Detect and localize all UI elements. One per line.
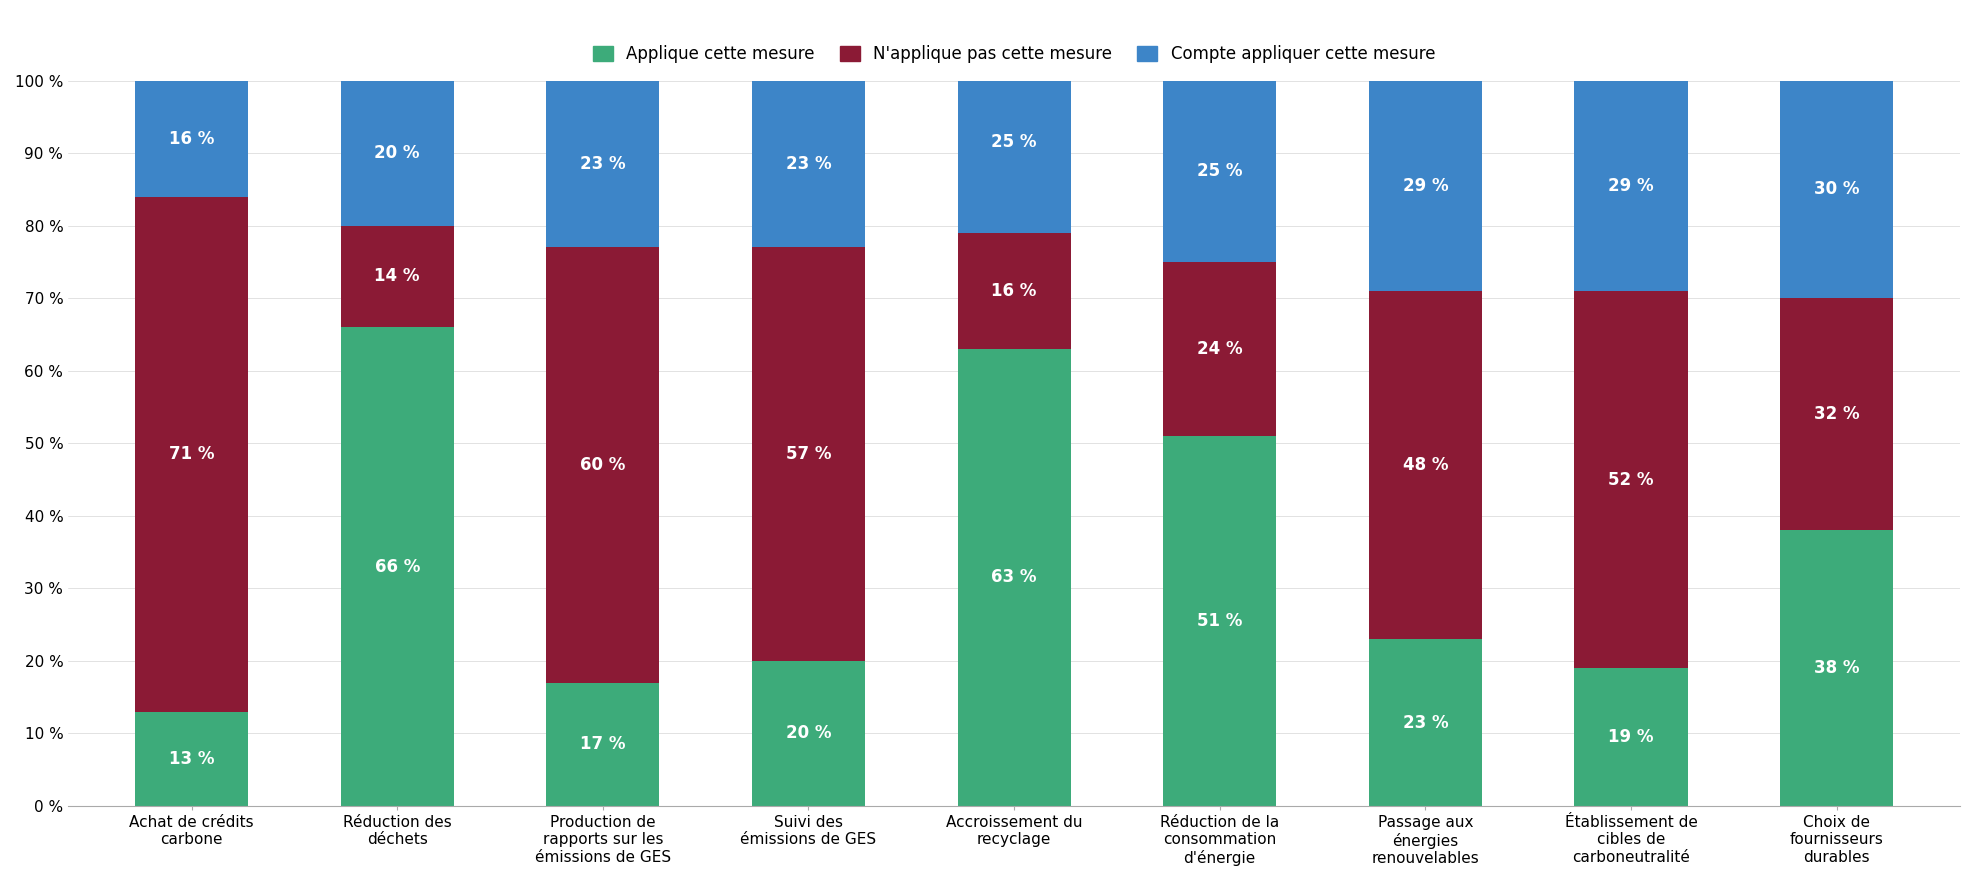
Text: 30 %: 30 % — [1813, 181, 1858, 198]
Bar — [1163, 80, 1276, 262]
Text: 52 %: 52 % — [1608, 470, 1653, 489]
Text: 20 %: 20 % — [375, 144, 421, 162]
Bar — [1369, 639, 1481, 806]
Text: 57 %: 57 % — [786, 445, 831, 463]
Bar — [752, 248, 865, 661]
Text: 24 %: 24 % — [1197, 340, 1242, 358]
Bar — [1779, 80, 1894, 298]
Text: 16 %: 16 % — [170, 130, 215, 148]
Text: 20 %: 20 % — [786, 724, 831, 743]
Bar — [1574, 668, 1687, 806]
Text: 71 %: 71 % — [168, 445, 215, 463]
Text: 25 %: 25 % — [991, 133, 1037, 152]
Bar — [1779, 530, 1894, 806]
Bar — [752, 661, 865, 806]
Bar — [547, 248, 660, 683]
Text: 38 %: 38 % — [1813, 659, 1858, 677]
Bar — [134, 196, 249, 712]
Text: 60 %: 60 % — [581, 456, 626, 474]
Bar — [134, 80, 249, 196]
Bar — [547, 80, 660, 248]
Text: 51 %: 51 % — [1197, 612, 1242, 630]
Text: 29 %: 29 % — [1402, 177, 1448, 195]
Text: 14 %: 14 % — [375, 268, 421, 285]
Bar — [958, 52, 1070, 233]
Bar — [342, 327, 454, 806]
Text: 23 %: 23 % — [786, 155, 831, 173]
Bar — [342, 226, 454, 327]
Bar — [1574, 80, 1687, 291]
Legend: Applique cette mesure, N'applique pas cette mesure, Compte appliquer cette mesur: Applique cette mesure, N'applique pas ce… — [587, 38, 1442, 70]
Text: 29 %: 29 % — [1608, 177, 1653, 195]
Text: 66 %: 66 % — [375, 558, 421, 575]
Text: 48 %: 48 % — [1402, 456, 1448, 474]
Bar — [958, 233, 1070, 349]
Text: 23 %: 23 % — [581, 155, 626, 173]
Text: 17 %: 17 % — [581, 736, 626, 753]
Bar — [134, 712, 249, 806]
Bar — [1369, 291, 1481, 639]
Bar — [958, 349, 1070, 806]
Bar — [1163, 262, 1276, 436]
Bar — [547, 683, 660, 806]
Text: 13 %: 13 % — [168, 750, 215, 768]
Text: 32 %: 32 % — [1813, 405, 1858, 423]
Bar — [752, 80, 865, 248]
Text: 25 %: 25 % — [1197, 162, 1242, 181]
Text: 19 %: 19 % — [1608, 728, 1653, 746]
Bar — [342, 80, 454, 226]
Bar — [1369, 80, 1481, 291]
Bar — [1779, 298, 1894, 530]
Text: 63 %: 63 % — [991, 568, 1037, 587]
Text: 23 %: 23 % — [1402, 714, 1448, 731]
Text: 16 %: 16 % — [991, 282, 1037, 300]
Bar — [1574, 291, 1687, 668]
Bar — [1163, 436, 1276, 806]
